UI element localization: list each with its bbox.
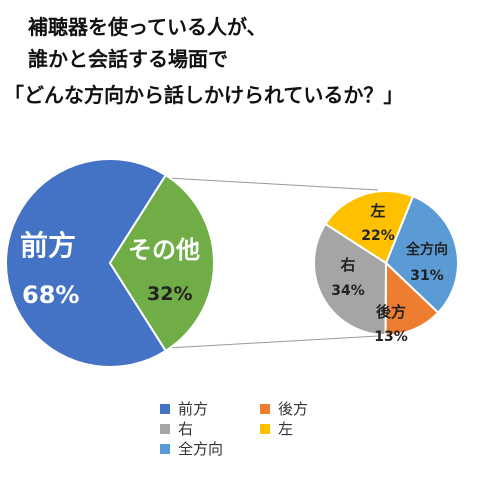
label-left-value: 22% — [361, 228, 395, 244]
label-front-value: 68% — [22, 281, 79, 309]
title-line-2: 誰かと会話する場面で — [28, 47, 228, 71]
label-front-name: 前方 — [20, 229, 76, 262]
legend-swatch — [260, 423, 270, 434]
label-other-value: 32% — [147, 283, 192, 305]
legend-swatch — [160, 443, 170, 454]
legend-item-front: 前方 — [160, 398, 208, 419]
label-right-value: 34% — [331, 283, 365, 299]
connector-line-top — [167, 177, 379, 191]
pie-labels: 前方 68% その他 32% 左 22% 全方向 31% 右 34% 後方 13… — [20, 202, 448, 345]
legend-item-back: 後方 — [260, 398, 308, 419]
legend-label: 後方 — [278, 400, 309, 418]
legend-label: 左 — [278, 420, 294, 438]
legend-label: 右 — [178, 420, 194, 438]
label-all-value: 31% — [410, 268, 444, 284]
sub-pie — [313, 190, 459, 337]
connector-line-bottom — [167, 335, 379, 349]
main-pie-slice-1 — [108, 173, 215, 353]
label-other-name: その他 — [128, 236, 200, 264]
legend-swatch — [160, 423, 170, 434]
legend-label: 全方向 — [178, 440, 224, 458]
legend-swatch — [160, 403, 170, 414]
label-all-name: 全方向 — [405, 241, 448, 258]
legend-item-all: 全方向 — [160, 438, 223, 459]
legend-swatch — [260, 403, 270, 414]
main-pie — [5, 158, 215, 368]
legend-item-right: 右 — [160, 418, 193, 439]
title-line-3: 「どんな方向から話しかけられているか？」 — [4, 83, 404, 107]
sub-pie-slice-3 — [324, 190, 415, 265]
label-back-name: 後方 — [375, 303, 406, 321]
legend-item-left: 左 — [260, 418, 293, 439]
title-line-1: 補聴器を使っている人が、 — [28, 15, 267, 39]
sub-pie-slice-0 — [384, 194, 459, 315]
label-left-name: 左 — [369, 202, 385, 220]
label-right-name: 右 — [340, 256, 355, 274]
main-pie-slice-0 — [5, 158, 168, 368]
label-back-value: 13% — [374, 329, 408, 345]
legend-label: 前方 — [178, 400, 209, 418]
sub-pie-slice-1 — [384, 260, 440, 336]
